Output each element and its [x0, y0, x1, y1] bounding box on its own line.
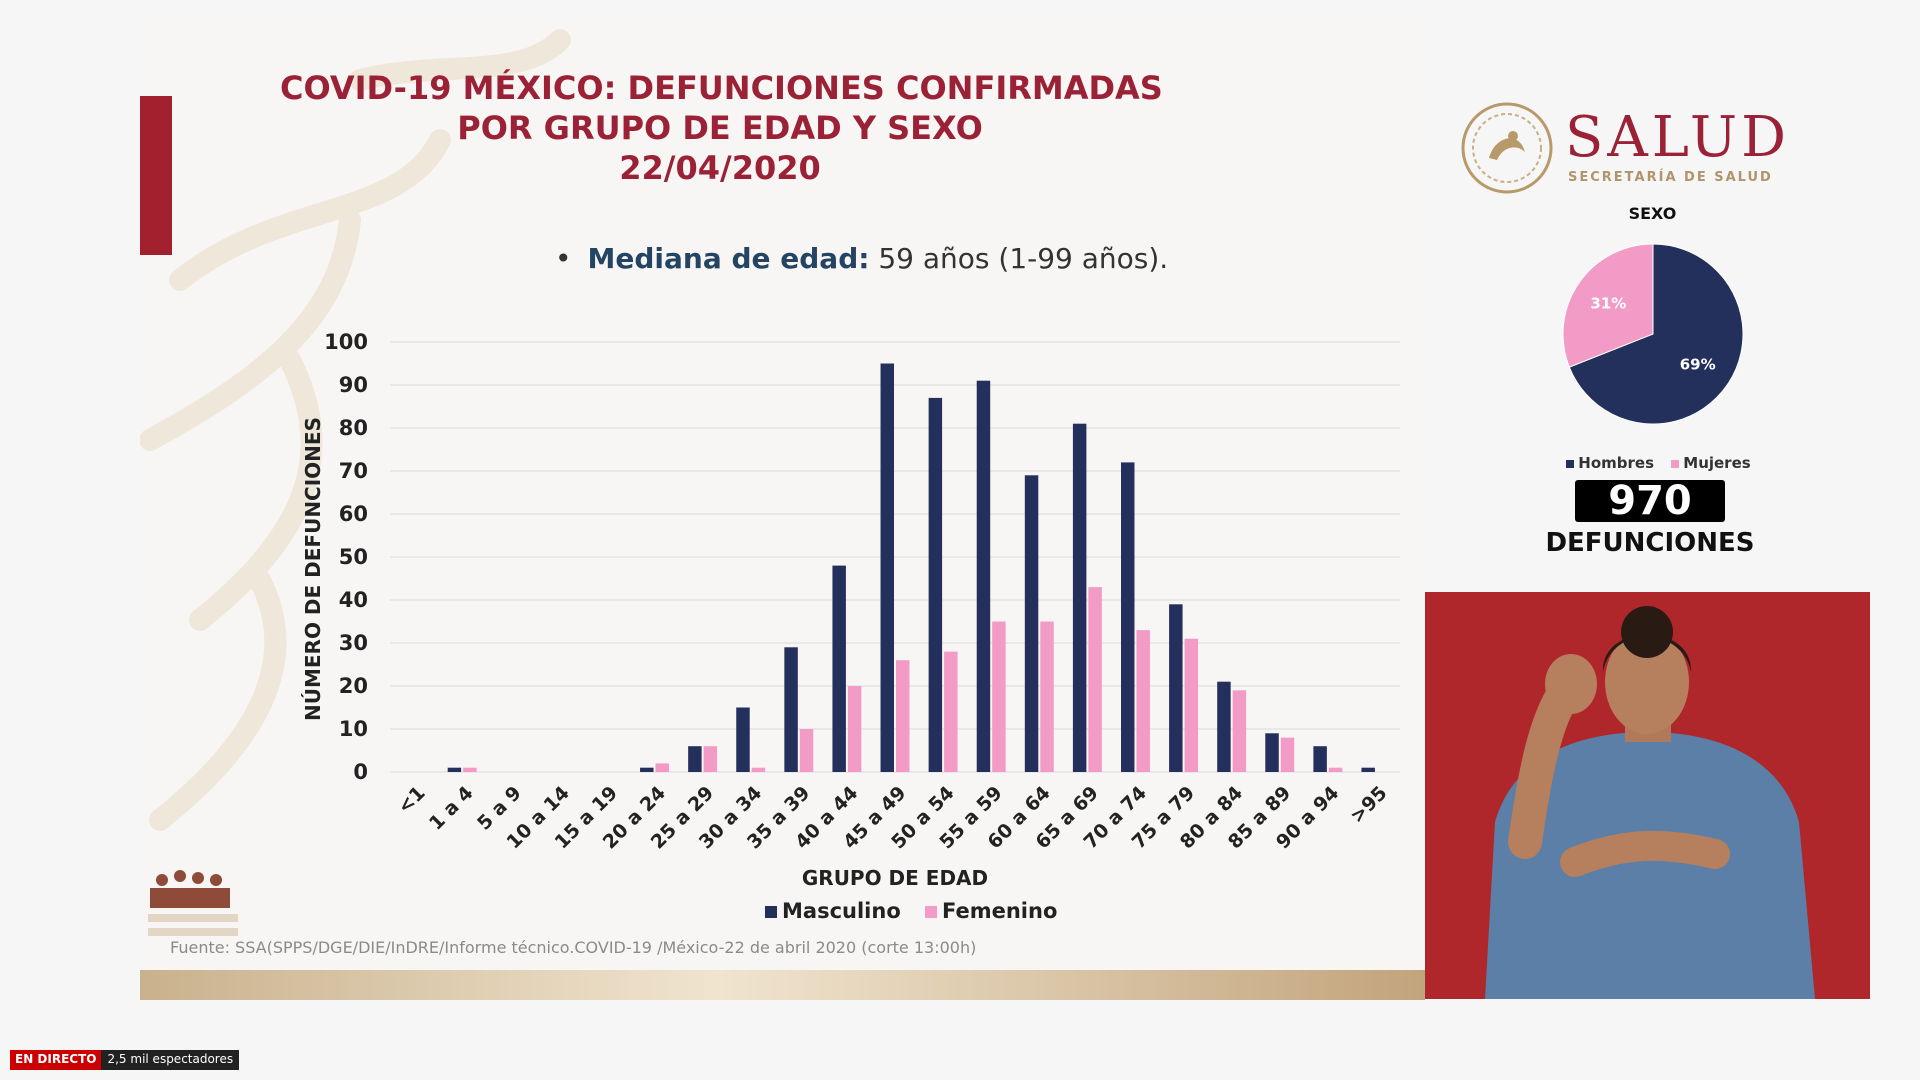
bar-masculino [1024, 475, 1039, 772]
live-badge: EN DIRECTO [10, 1050, 102, 1070]
bottom-band [140, 970, 1425, 1000]
bar-masculino [1361, 767, 1375, 772]
bar-masculino [1169, 604, 1183, 772]
pie-title: SEXO [1628, 204, 1677, 223]
x-tick-label: <1 [393, 782, 429, 818]
legend-swatch-mujeres [1671, 460, 1680, 468]
bar-masculino [1217, 681, 1231, 772]
right-panel: SALUD SECRETARÍA DE SALUD SEXO 69% 31% Ho… [1425, 20, 1920, 590]
bar-masculino [688, 746, 702, 772]
legend-swatch [765, 906, 777, 918]
bar-femenino [703, 746, 718, 772]
brand-name: SALUD [1565, 105, 1791, 170]
bar-masculino [1265, 733, 1279, 772]
y-tick-label: 10 [339, 717, 368, 741]
bar-femenino [799, 729, 814, 772]
bar-femenino [1136, 630, 1150, 772]
y-tick-label: 80 [339, 416, 368, 440]
bar-femenino [463, 767, 477, 772]
coat-of-arms-icon [1461, 102, 1553, 194]
y-tick-label: 100 [324, 330, 368, 354]
y-tick-label: 30 [339, 631, 368, 655]
bar-masculino [976, 380, 991, 772]
bar-femenino [1184, 638, 1199, 772]
median-age-note: • Mediana de edad: 59 años (1-99 años). [555, 242, 1168, 275]
y-tick-label: 0 [353, 760, 368, 784]
legend-hombres: Hombres [1578, 454, 1655, 472]
y-tick-label: 70 [339, 459, 368, 483]
total-deaths-label: DEFUNCIONES [1545, 528, 1755, 558]
bar-femenino [1328, 767, 1343, 772]
bar-masculino [784, 647, 798, 772]
bar-masculino [928, 397, 943, 772]
gobierno-logo [148, 870, 238, 936]
bar-femenino [751, 767, 766, 772]
live-status-bar: EN DIRECTO 2,5 mil espectadores [10, 1050, 240, 1070]
pie-slice-label: 31% [1590, 295, 1626, 313]
presentation-slide: COVID-19 MÉXICO: DEFUNCIONES CONFIRMADAS… [140, 20, 1425, 1000]
bar-masculino [1313, 746, 1327, 772]
accent-bar [140, 96, 172, 255]
slide-title: COVID-19 MÉXICO: DEFUNCIONES CONFIRMADAS… [280, 68, 1163, 188]
legend-label: Masculino [782, 899, 901, 923]
brand-subtitle: SECRETARÍA DE SALUD [1568, 170, 1773, 185]
y-tick-label: 50 [339, 545, 368, 569]
bar-femenino [1040, 621, 1054, 772]
median-value: 59 años (1-99 años). [869, 242, 1169, 275]
bar-femenino [655, 763, 669, 772]
y-axis-label: NÚMERO DE DEFUNCIONES [301, 417, 325, 721]
bar-femenino [896, 660, 910, 772]
bar-masculino [736, 707, 750, 772]
bar-femenino [847, 686, 862, 772]
x-tick-label: 1 a 4 [425, 782, 478, 835]
legend-mujeres: Mujeres [1683, 454, 1751, 472]
bar-masculino [447, 767, 462, 772]
legend-label: Femenino [942, 899, 1057, 923]
y-tick-label: 20 [339, 674, 368, 698]
bar-femenino [944, 651, 958, 772]
bar-femenino [1088, 587, 1102, 772]
x-axis-label: GRUPO DE EDAD [802, 866, 988, 890]
pie-legend: Hombres Mujeres [1425, 454, 1880, 472]
bar-femenino [992, 621, 1006, 772]
bar-femenino [1232, 690, 1247, 772]
bar-masculino [1121, 462, 1135, 772]
title-line-2: POR GRUPO DE EDAD Y SEXO [457, 109, 983, 147]
pie-slice-mujeres [1562, 243, 1654, 368]
source-note: Fuente: SSA(SPPS/DGE/DIE/InDRE/Informe t… [170, 938, 977, 957]
bar-femenino [1280, 737, 1295, 772]
sign-language-video [1425, 592, 1870, 999]
pie-chart: 69% 31% [1562, 243, 1744, 425]
interpreter-figure [1485, 606, 1815, 999]
pie-slice-label: 69% [1680, 355, 1716, 373]
y-tick-label: 90 [339, 373, 368, 397]
bar-masculino [880, 363, 894, 772]
pie-slice-hombres [1568, 243, 1744, 425]
total-deaths-count: 970 [1575, 480, 1725, 522]
bar-masculino [1072, 423, 1087, 772]
title-line-3: 22/04/2020 [619, 149, 821, 187]
legend-swatch [925, 906, 937, 918]
y-tick-label: 40 [339, 588, 368, 612]
bar-masculino [832, 565, 846, 772]
legend-swatch-hombres [1566, 460, 1575, 468]
title-line-1: COVID-19 MÉXICO: DEFUNCIONES CONFIRMADAS [280, 69, 1163, 107]
median-label: Mediana de edad: [587, 242, 870, 275]
y-tick-label: 60 [339, 502, 368, 526]
viewer-count: 2,5 mil espectadores [101, 1050, 240, 1070]
background-ornament [140, 29, 571, 831]
bar-masculino [640, 767, 654, 772]
x-tick-label: >95 [1346, 782, 1392, 828]
bullet-icon: • [555, 242, 572, 275]
